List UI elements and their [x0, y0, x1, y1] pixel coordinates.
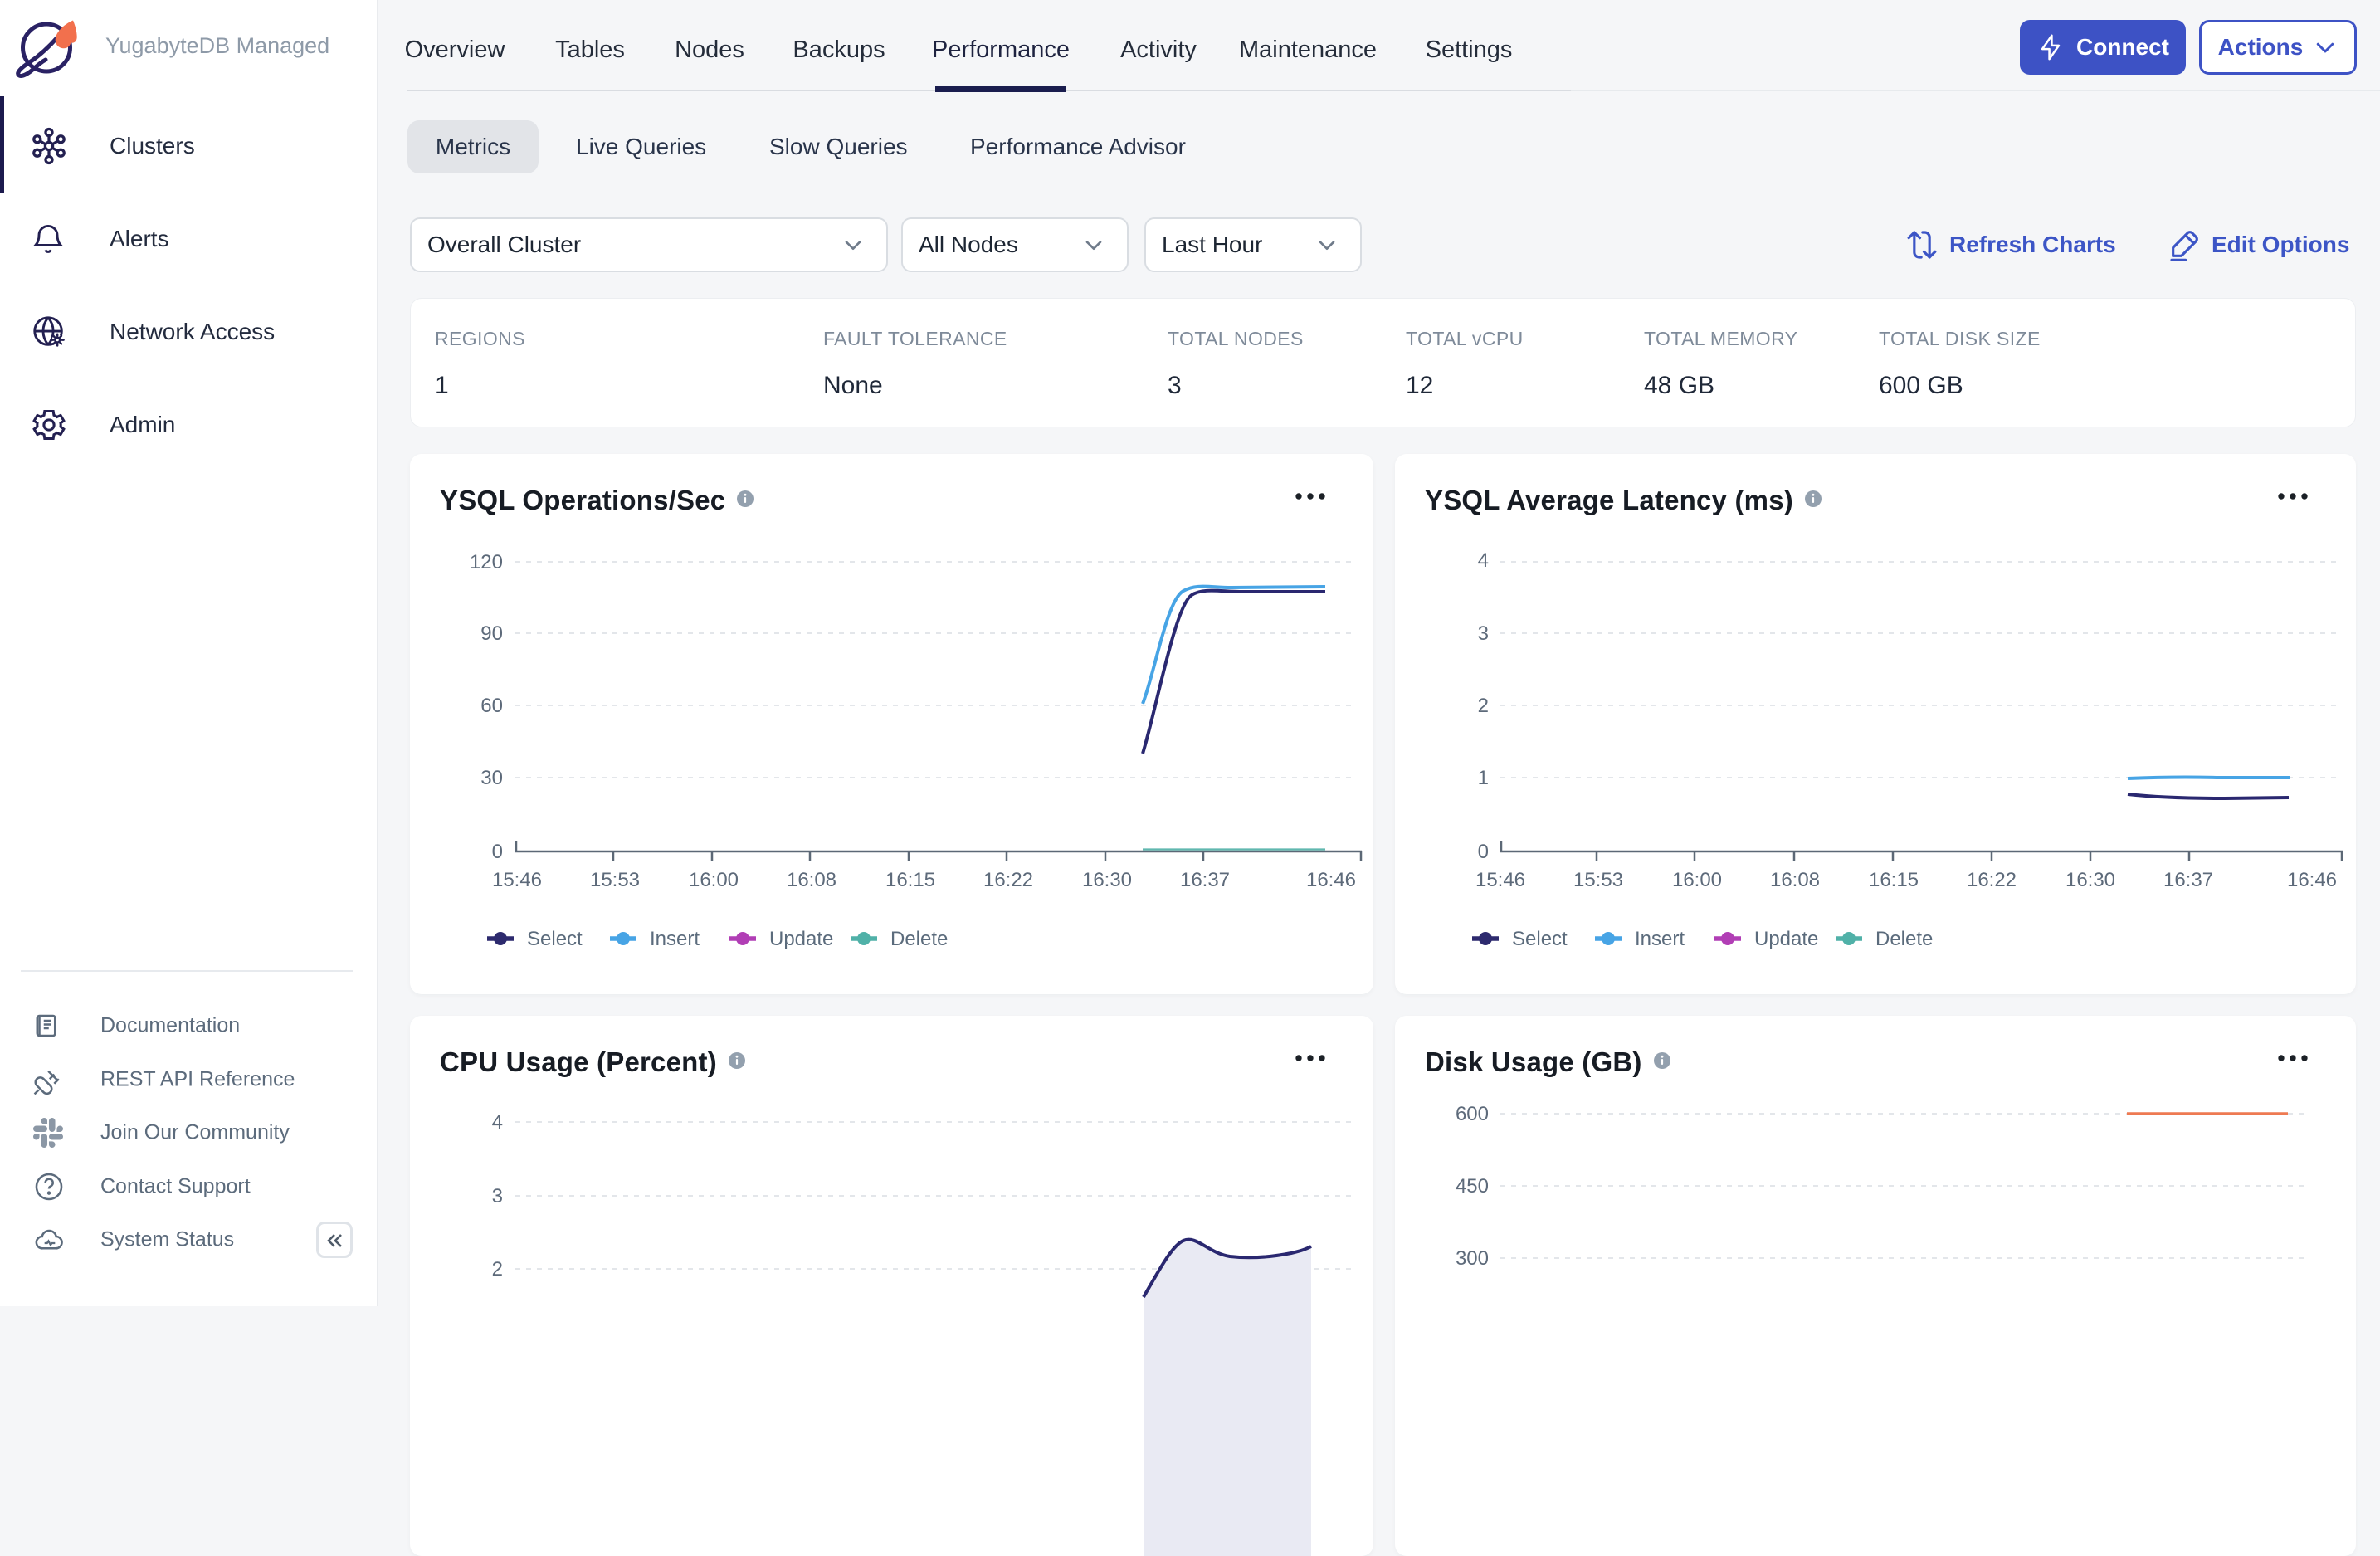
- svg-text:0: 0: [1478, 841, 1489, 863]
- svg-text:30: 30: [480, 767, 503, 789]
- svg-text:Insert: Insert: [650, 928, 700, 950]
- svg-text:450: 450: [1456, 1175, 1489, 1197]
- svg-text:15:46: 15:46: [1475, 869, 1525, 891]
- svg-text:2: 2: [1478, 695, 1489, 717]
- svg-text:16:08: 16:08: [1770, 869, 1820, 891]
- svg-text:16:00: 16:00: [689, 869, 739, 891]
- svg-text:2: 2: [492, 1258, 503, 1280]
- svg-text:3: 3: [1478, 622, 1489, 645]
- svg-text:16:37: 16:37: [1180, 869, 1230, 891]
- svg-text:Update: Update: [1754, 928, 1818, 950]
- svg-text:3: 3: [492, 1185, 503, 1207]
- svg-text:16:37: 16:37: [2163, 869, 2213, 891]
- svg-text:0: 0: [492, 841, 503, 863]
- svg-text:Select: Select: [1512, 928, 1568, 950]
- svg-text:1: 1: [1478, 767, 1489, 789]
- svg-text:Insert: Insert: [1635, 928, 1685, 950]
- svg-text:15:53: 15:53: [1573, 869, 1623, 891]
- svg-text:16:22: 16:22: [983, 869, 1033, 891]
- svg-text:16:00: 16:00: [1672, 869, 1722, 891]
- svg-text:Update: Update: [769, 928, 833, 950]
- svg-text:15:53: 15:53: [590, 869, 640, 891]
- svg-text:16:30: 16:30: [2065, 869, 2115, 891]
- svg-text:90: 90: [480, 622, 503, 645]
- svg-text:16:08: 16:08: [787, 869, 836, 891]
- svg-text:16:46: 16:46: [1306, 869, 1356, 891]
- svg-text:Delete: Delete: [1875, 928, 1933, 950]
- svg-text:120: 120: [470, 551, 503, 573]
- svg-text:16:30: 16:30: [1082, 869, 1132, 891]
- svg-text:Select: Select: [527, 928, 583, 950]
- svg-text:16:15: 16:15: [1869, 869, 1919, 891]
- svg-text:60: 60: [480, 695, 503, 717]
- svg-text:4: 4: [492, 1111, 503, 1134]
- svg-text:16:15: 16:15: [885, 869, 935, 891]
- svg-text:300: 300: [1456, 1247, 1489, 1270]
- svg-text:16:22: 16:22: [1967, 869, 2017, 891]
- svg-text:4: 4: [1478, 549, 1489, 572]
- svg-text:600: 600: [1456, 1103, 1489, 1125]
- svg-text:15:46: 15:46: [492, 869, 542, 891]
- svg-text:Delete: Delete: [890, 928, 948, 950]
- svg-text:16:46: 16:46: [2287, 869, 2337, 891]
